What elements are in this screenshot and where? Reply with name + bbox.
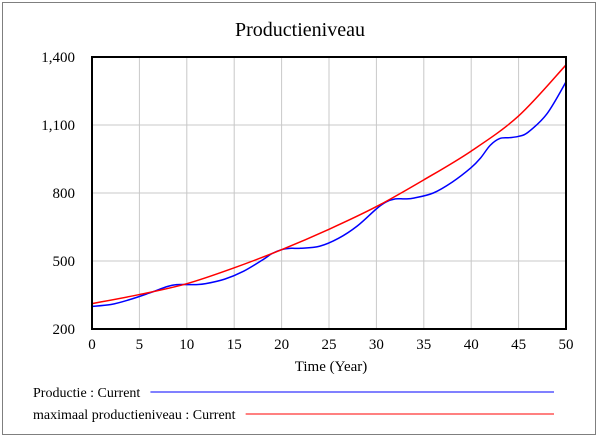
x-tick-label: 0	[88, 337, 96, 353]
x-tick-label: 45	[511, 337, 526, 353]
x-tick-label: 35	[416, 337, 431, 353]
x-tick-label: 10	[179, 337, 194, 353]
y-tick-label: 1,400	[41, 50, 75, 66]
y-tick-label: 1,100	[41, 118, 75, 134]
y-tick-labels: 200 500 800 1,100 1,400	[41, 50, 75, 338]
y-tick-label: 200	[53, 322, 76, 338]
x-tick-label: 5	[136, 337, 144, 353]
legend-label: Productie : Current	[33, 386, 140, 401]
x-tick-label: 20	[274, 337, 289, 353]
y-tick-label: 800	[53, 186, 76, 202]
x-tick-label: 40	[464, 337, 479, 353]
x-axis-label: Time (Year)	[295, 359, 368, 375]
chart-title: Productieniveau	[235, 19, 365, 41]
y-tick-label: 500	[53, 254, 76, 270]
chart-frame	[2, 2, 596, 435]
x-tick-labels: 0 5 10 15 20 25 30 35 40 45 50	[88, 337, 573, 353]
x-tick-label: 15	[227, 337, 242, 353]
plot-area-border	[91, 56, 567, 330]
legend: Productie : Current maximaal productieniv…	[33, 386, 554, 423]
x-tick-label: 25	[322, 337, 337, 353]
series-lines	[91, 64, 567, 308]
x-tick-label: 30	[369, 337, 384, 353]
legend-label: maximaal productieniveau : Current	[33, 408, 236, 423]
x-tick-label: 50	[559, 337, 574, 353]
series-line-2	[91, 64, 567, 305]
